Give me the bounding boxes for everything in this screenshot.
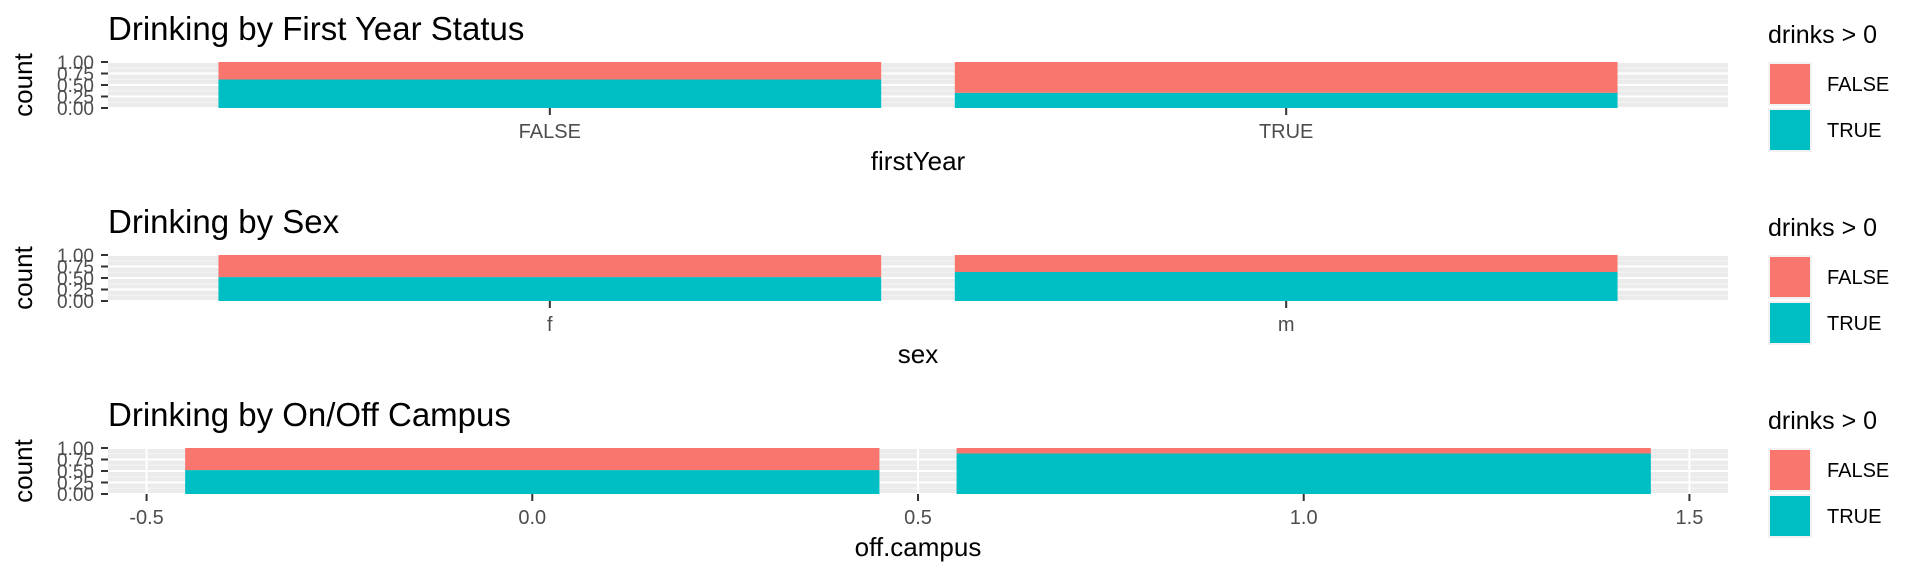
bar-false-false [218,62,882,80]
y-tick-label: 1.00 [57,246,94,267]
legend-label-false: FALSE [1827,267,1889,289]
y-axis-title: count [8,245,38,309]
y-tick-label: 0.25 [57,281,94,302]
bar-true-false [218,79,882,108]
x-tick-label: TRUE [1259,121,1313,143]
x-tick-label: 0.0 [518,507,546,529]
bar-true-f [218,277,882,301]
bar-true-m [954,272,1618,301]
legend-swatch-true [1770,496,1810,536]
y-tick-label: 0.00 [57,292,94,313]
x-axis-title: off.campus [855,532,982,562]
legend-title: drinks > 0 [1768,214,1877,242]
legend-label-false: FALSE [1827,74,1889,96]
bar-false-m [954,255,1618,273]
bar-false-1 [956,448,1651,454]
y-tick-label: 0.25 [57,474,94,495]
legend-label-true: TRUE [1827,313,1881,335]
x-tick-label: FALSE [519,121,581,143]
legend-label-true: TRUE [1827,506,1881,528]
legend-swatch-false [1770,257,1810,297]
y-axis-title: count [8,52,38,116]
x-tick-label: 1.5 [1676,507,1704,529]
legend-swatch-true [1770,303,1810,343]
y-tick-label: 1.00 [57,439,94,460]
y-tick-label: 0.00 [57,99,94,120]
bar-true-0 [185,470,880,494]
bar-false-f [218,255,882,278]
bar-false-0 [185,448,880,471]
x-axis-title: firstYear [871,146,966,176]
y-tick-label: 0.50 [57,462,94,483]
legend: drinks > 0 FALSE TRUE [1768,21,1889,152]
x-axis-title: sex [898,339,938,369]
y-axis-title: count [8,438,38,502]
bar-true-1 [956,453,1651,494]
x-tick-label: -0.5 [129,507,163,529]
legend-label-true: TRUE [1827,120,1881,142]
y-tick-label: 1.00 [57,53,94,74]
y-tick-label: 0.00 [57,485,94,506]
chart-panel-3: Drinking by On/Off Campus 0.000.250.500.7… [8,396,1889,562]
x-tick-label: 0.5 [904,507,932,529]
legend-swatch-false [1770,450,1810,490]
legend-title: drinks > 0 [1768,407,1877,435]
chart-title: Drinking by On/Off Campus [108,396,511,433]
legend: drinks > 0 FALSE TRUE [1768,214,1889,345]
y-tick-label: 0.75 [57,65,94,86]
y-tick-label: 0.75 [57,258,94,279]
legend-swatch-false [1770,64,1810,104]
bar-false-true [954,62,1618,93]
legend-swatch-true [1770,110,1810,150]
legend: drinks > 0 FALSE TRUE [1768,407,1889,538]
x-tick-label: m [1278,314,1295,336]
y-tick-label: 0.25 [57,88,94,109]
y-tick-label: 0.75 [57,451,94,472]
legend-label-false: FALSE [1827,460,1889,482]
y-tick-label: 0.50 [57,76,94,97]
chart-title: Drinking by First Year Status [108,10,524,47]
bar-true-true [954,92,1618,108]
y-tick-label: 0.50 [57,269,94,290]
chart-title: Drinking by Sex [108,203,340,240]
x-tick-label: 1.0 [1290,507,1318,529]
legend-title: drinks > 0 [1768,21,1877,49]
chart-panel-1: Drinking by First Year Status 0.000.250.5… [8,10,1889,176]
chart-panel-2: Drinking by Sex 0.000.250.500.751.00 f m sex… [8,203,1889,369]
x-tick-label: f [547,314,553,336]
